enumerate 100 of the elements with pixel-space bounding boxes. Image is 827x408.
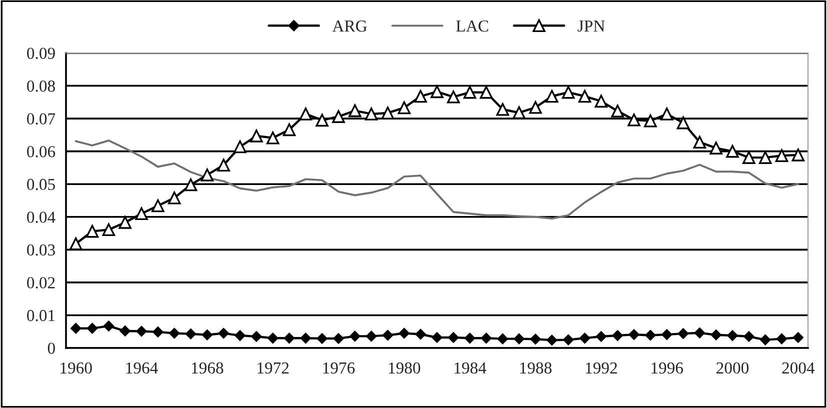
point xyxy=(743,331,754,342)
point xyxy=(546,334,558,346)
point xyxy=(464,332,476,344)
point xyxy=(185,328,196,340)
point xyxy=(514,333,525,344)
point xyxy=(332,110,345,123)
point xyxy=(776,333,788,344)
point xyxy=(300,332,312,344)
point xyxy=(284,332,295,344)
x-tick-label: 1968 xyxy=(192,362,224,374)
point xyxy=(86,322,98,334)
point xyxy=(792,332,804,343)
x-tick-label: 1960 xyxy=(60,362,92,374)
x-tick-label: 2000 xyxy=(716,362,749,374)
point xyxy=(349,330,360,342)
point xyxy=(70,322,82,334)
x-tick-label: 1992 xyxy=(586,362,617,374)
point xyxy=(480,86,493,99)
point xyxy=(118,216,132,229)
point xyxy=(381,106,394,120)
point xyxy=(398,328,410,339)
y-tick-label: 0.09 xyxy=(27,48,55,60)
point xyxy=(710,329,722,340)
point xyxy=(152,326,164,338)
point xyxy=(184,178,198,192)
point xyxy=(168,191,181,204)
point xyxy=(611,104,624,118)
point xyxy=(69,237,82,250)
point xyxy=(430,85,444,98)
point xyxy=(102,223,116,236)
point xyxy=(628,113,640,126)
x-tick-label: 2004 xyxy=(782,362,815,374)
point xyxy=(693,136,706,149)
point xyxy=(200,168,214,182)
point xyxy=(447,90,460,104)
point xyxy=(760,334,771,346)
point xyxy=(594,94,608,108)
y-tick-label: 0 xyxy=(48,342,55,354)
point xyxy=(135,207,148,220)
x-tick-label: 1976 xyxy=(323,362,355,374)
point xyxy=(250,130,263,142)
point xyxy=(660,108,674,120)
point xyxy=(282,123,296,136)
point xyxy=(644,330,656,341)
point xyxy=(448,332,459,343)
point xyxy=(398,101,411,114)
point xyxy=(596,331,607,342)
y-tick-label: 0.01 xyxy=(27,310,55,322)
y-tick-label: 0.08 xyxy=(27,80,55,92)
point xyxy=(463,86,476,99)
point xyxy=(250,331,262,342)
y-tick-label: 0.05 xyxy=(27,178,55,190)
point xyxy=(432,332,442,343)
legend-label: JPN xyxy=(578,20,605,32)
point xyxy=(694,327,706,338)
legend-label: LAC xyxy=(456,20,488,32)
legend-label: ARG xyxy=(332,20,367,32)
point xyxy=(579,332,590,344)
x-tick-label: 1996 xyxy=(652,362,683,374)
point xyxy=(529,101,542,114)
point xyxy=(726,144,739,158)
point xyxy=(775,149,788,162)
point xyxy=(299,108,312,120)
point xyxy=(316,114,328,127)
point xyxy=(136,326,147,337)
y-tick-label: 0.02 xyxy=(27,277,55,288)
point xyxy=(86,224,99,238)
point xyxy=(496,102,510,116)
point xyxy=(168,328,180,339)
point xyxy=(512,106,526,120)
point xyxy=(234,330,246,341)
x-tick-label: 1988 xyxy=(520,362,552,374)
point xyxy=(546,90,558,103)
point xyxy=(758,151,772,164)
point xyxy=(152,199,164,212)
point xyxy=(316,333,328,344)
point xyxy=(120,326,131,336)
point xyxy=(562,334,574,346)
x-tick-label: 1984 xyxy=(454,362,486,374)
point xyxy=(348,104,362,118)
x-tick-label: 1980 xyxy=(388,362,420,374)
point xyxy=(612,330,624,341)
point xyxy=(676,116,690,130)
point xyxy=(103,320,114,332)
y-tick-label: 0.04 xyxy=(27,212,56,223)
point xyxy=(530,334,541,345)
y-tick-label: 0.03 xyxy=(27,244,55,256)
y-tick-label: 0.06 xyxy=(27,146,56,158)
point xyxy=(727,330,738,341)
point xyxy=(382,330,394,341)
point xyxy=(742,151,756,164)
point xyxy=(266,132,280,144)
point xyxy=(217,158,230,172)
line-series xyxy=(74,140,800,220)
point xyxy=(562,86,575,99)
point xyxy=(710,142,722,154)
point xyxy=(497,333,508,344)
point xyxy=(480,332,492,344)
point xyxy=(333,333,344,344)
point xyxy=(267,332,278,344)
